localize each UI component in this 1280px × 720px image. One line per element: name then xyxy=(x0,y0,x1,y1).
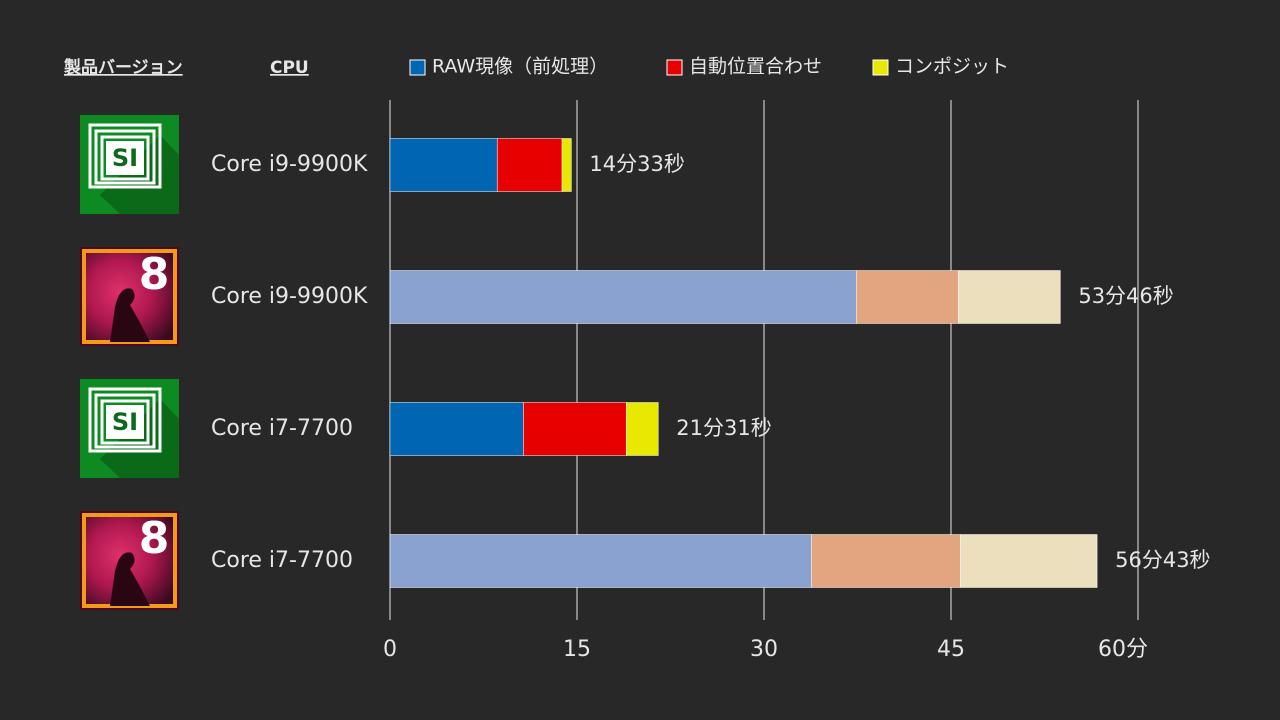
icon-horsehead xyxy=(110,552,150,606)
column-header: CPU xyxy=(270,58,309,78)
bar-segment xyxy=(561,138,572,192)
bar-segment xyxy=(625,402,659,456)
legend-swatch xyxy=(666,59,683,76)
y-tick-label: Core i9-9900K xyxy=(211,152,368,177)
icon-frame xyxy=(100,399,150,445)
icon-frame xyxy=(88,387,162,453)
total-label: 53分46秒 xyxy=(1078,284,1173,308)
legend-label: コンポジット xyxy=(895,56,1009,78)
bar-segment xyxy=(856,270,959,324)
bar-segment xyxy=(389,402,524,456)
bar-segment xyxy=(496,138,563,192)
total-label: 14分33秒 xyxy=(589,152,684,176)
legend-label: RAW現像（前処理） xyxy=(432,56,608,78)
x-tick-label: 60分 xyxy=(1098,637,1148,662)
bar-segment xyxy=(523,402,627,456)
version-icon: 8 xyxy=(80,511,179,610)
y-tick-label: Core i7-7700 xyxy=(211,416,353,441)
y-tick-label: Core i9-9900K xyxy=(211,284,368,309)
bar-segment xyxy=(389,534,812,588)
version-label: 8 xyxy=(139,513,170,564)
column-header: 製品バージョン xyxy=(63,57,183,78)
legend-swatch xyxy=(872,59,889,76)
icon-frame xyxy=(88,123,162,189)
y-tick-label: Core i7-7700 xyxy=(211,548,353,573)
icon-inner xyxy=(106,141,144,175)
version-label: SI xyxy=(112,144,138,172)
bar-segment xyxy=(958,270,1061,324)
version-icon: 8 xyxy=(80,247,179,346)
bar-segment xyxy=(389,138,498,192)
version-label: SI xyxy=(112,408,138,436)
version-label: 8 xyxy=(139,249,170,300)
total-label: 21分31秒 xyxy=(676,416,771,440)
icon-inner xyxy=(106,405,144,439)
bar-segment xyxy=(811,534,961,588)
version-icon: SI xyxy=(80,115,179,214)
bar-segment xyxy=(960,534,1098,588)
legend-label: 自動位置合わせ xyxy=(689,56,822,78)
icon-horsehead xyxy=(110,288,150,342)
icon-frame xyxy=(100,135,150,181)
x-tick-label: 30 xyxy=(750,637,778,662)
total-label: 56分43秒 xyxy=(1115,548,1210,572)
x-tick-label: 45 xyxy=(937,637,965,662)
legend-swatch xyxy=(409,59,426,76)
x-tick-label: 15 xyxy=(563,637,591,662)
icon-frame xyxy=(94,129,156,185)
version-icon: SI xyxy=(80,379,179,478)
icon-frame xyxy=(94,393,156,449)
bar-segment xyxy=(389,270,857,324)
x-tick-label: 0 xyxy=(383,637,397,662)
